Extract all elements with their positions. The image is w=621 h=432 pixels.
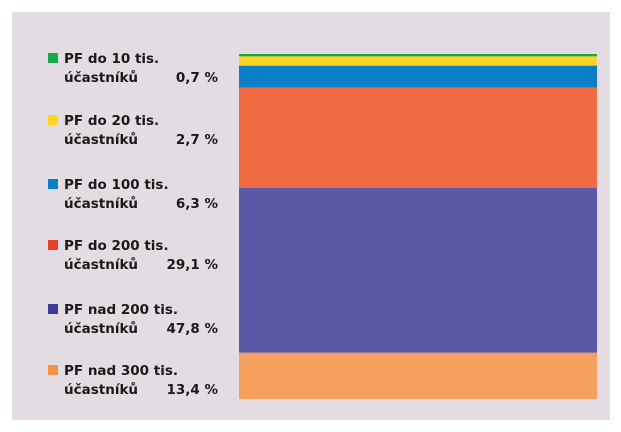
legend-label: PF nad 300 tis. účastníků xyxy=(64,362,178,400)
bar-segment-1 xyxy=(239,56,597,66)
legend-label-line2: účastníků xyxy=(64,257,139,273)
legend-label-line2: účastníků xyxy=(64,382,139,398)
legend-label-line2: účastníků xyxy=(64,321,139,337)
legend-label: PF do 20 tis. účastníků xyxy=(64,112,159,150)
legend-item-pf-nad-300: PF nad 300 tis. účastníků 13,4 % xyxy=(12,362,242,412)
legend-item-pf-do-10: PF do 10 tis. účastníků 0,7 % xyxy=(12,50,242,100)
legend-value: 29,1 % xyxy=(166,257,218,273)
legend-value: 2,7 % xyxy=(175,132,218,148)
bar-segment-4 xyxy=(239,187,597,353)
legend-item-pf-do-100: PF do 100 tis. účastníků 6,3 % xyxy=(12,176,242,226)
legend-label: PF nad 200 tis. účastníků xyxy=(64,301,178,339)
legend-label-line1: PF do 10 tis. xyxy=(64,51,160,67)
legend-item-pf-do-20: PF do 20 tis. účastníků 2,7 % xyxy=(12,112,242,162)
legend-item-pf-do-200: PF do 200 tis. účastníků 29,1 % xyxy=(12,237,242,287)
legend-label-line1: PF nad 200 tis. xyxy=(64,302,179,318)
legend-label-line1: PF nad 300 tis. xyxy=(64,363,179,379)
legend-swatch xyxy=(48,240,58,250)
legend-swatch xyxy=(48,53,58,63)
legend-value: 0,7 % xyxy=(175,70,218,86)
legend-label-line2: účastníků xyxy=(64,132,139,148)
legend-label-line2: účastníků xyxy=(64,196,139,212)
chart-panel: PF do 10 tis. účastníků 0,7 % PF do 20 t… xyxy=(12,12,610,420)
legend-item-pf-nad-200: PF nad 200 tis. účastníků 47,8 % xyxy=(12,301,242,351)
bar-segment-0 xyxy=(239,54,597,57)
legend-value: 13,4 % xyxy=(166,382,218,398)
bar-segment-5 xyxy=(239,352,597,399)
legend-value: 6,3 % xyxy=(175,196,218,212)
legend-label: PF do 100 tis. účastníků xyxy=(64,176,169,214)
legend-swatch xyxy=(48,365,58,375)
legend-label: PF do 200 tis. účastníků xyxy=(64,237,169,275)
stacked-bar-chart xyxy=(239,54,597,399)
legend-label-line1: PF do 20 tis. xyxy=(64,113,160,129)
legend-label-line2: účastníků xyxy=(64,70,139,86)
legend-swatch xyxy=(48,115,58,125)
legend-swatch xyxy=(48,179,58,189)
bar-segment-2 xyxy=(239,65,597,88)
legend-value: 47,8 % xyxy=(166,321,218,337)
legend-label-line1: PF do 200 tis. xyxy=(64,238,169,254)
legend-label-line1: PF do 100 tis. xyxy=(64,177,169,193)
legend-label: PF do 10 tis. účastníků xyxy=(64,50,159,88)
bar-segment-3 xyxy=(239,87,597,188)
legend-swatch xyxy=(48,304,58,314)
